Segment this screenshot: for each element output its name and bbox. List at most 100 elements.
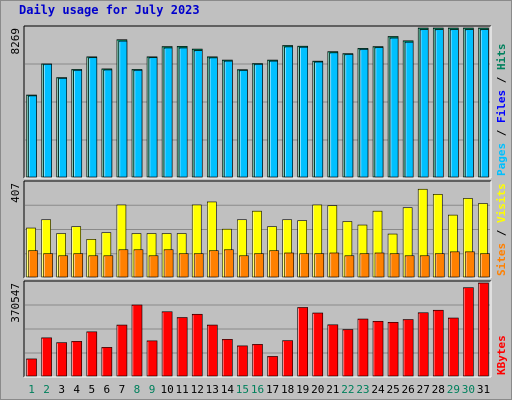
bar-sites — [465, 251, 475, 278]
bar-pages — [480, 29, 489, 178]
bar-pages — [43, 64, 52, 178]
x-tick-label: 26 — [402, 383, 415, 396]
bar-sites — [480, 253, 490, 278]
bar-pages — [28, 95, 37, 178]
bar-kbytes — [312, 312, 324, 377]
bar-pages — [269, 60, 278, 178]
bar-sites — [43, 253, 53, 278]
x-tick-label: 23 — [356, 383, 369, 396]
bar-pages — [329, 52, 339, 178]
x-tick-label: 15 — [236, 383, 249, 396]
bar-sites — [133, 249, 144, 278]
bar-sites — [209, 250, 219, 278]
bar-kbytes — [372, 320, 384, 377]
bar-sites — [269, 250, 279, 278]
bar-kbytes — [86, 331, 98, 377]
bar-kbytes — [432, 309, 444, 377]
bar-sites — [28, 250, 38, 278]
y-max-label: 407 — [9, 183, 22, 203]
bar-pages — [193, 50, 203, 178]
bar-kbytes — [56, 342, 67, 377]
legend-part: Files — [495, 90, 508, 123]
bar-sites — [374, 252, 385, 278]
x-tick-label: 20 — [311, 383, 324, 396]
series-legend-label: KBytes — [495, 335, 508, 375]
bar-pages — [209, 57, 218, 178]
bar-pages — [58, 78, 67, 178]
bar-kbytes — [237, 345, 248, 377]
x-tick-label: 25 — [386, 383, 399, 396]
bar-sites — [359, 253, 370, 278]
bar-pages — [314, 61, 324, 178]
bar-pages — [434, 29, 444, 178]
bar-sites — [284, 252, 294, 278]
bar-sites — [314, 253, 325, 278]
bar-kbytes — [146, 340, 158, 377]
graph-title: Daily usage for July 2023 — [19, 3, 200, 17]
bar-sites — [344, 255, 355, 278]
bar-pages — [374, 47, 384, 178]
bar-kbytes — [342, 329, 354, 377]
bar-sites — [329, 252, 340, 278]
x-tick-label: 31 — [477, 383, 490, 396]
x-tick-label: 13 — [206, 383, 219, 396]
bar-kbytes — [101, 347, 113, 377]
bar-pages — [103, 69, 113, 178]
bar-kbytes — [161, 311, 173, 377]
x-tick-label: 1 — [28, 383, 35, 396]
x-tick-label: 29 — [447, 383, 460, 396]
bar-sites — [254, 253, 264, 278]
bar-pages — [344, 54, 354, 178]
legend-part: Visits — [495, 183, 508, 223]
bar-kbytes — [297, 307, 308, 377]
bar-pages — [224, 60, 233, 178]
x-tick-label: 17 — [266, 383, 279, 396]
x-tick-label: 14 — [221, 383, 235, 396]
bar-sites — [419, 255, 430, 278]
x-tick-label: 27 — [417, 383, 430, 396]
bar-sites — [118, 249, 129, 278]
bar-pages — [73, 70, 83, 178]
bar-sites — [88, 255, 99, 278]
bar-kbytes — [448, 317, 459, 377]
bar-sites — [103, 255, 114, 278]
legend-part: / — [495, 223, 508, 243]
x-tick-label: 3 — [58, 383, 65, 396]
bar-kbytes — [282, 340, 293, 377]
bar-pages — [163, 47, 173, 178]
bar-kbytes — [71, 341, 83, 377]
bar-sites — [299, 253, 309, 278]
bar-kbytes — [207, 324, 218, 377]
x-tick-label: 10 — [160, 383, 173, 396]
bar-pages — [133, 70, 143, 178]
x-tick-label: 21 — [326, 383, 339, 396]
bar-pages — [465, 29, 474, 178]
x-tick-label: 6 — [104, 383, 111, 396]
bar-kbytes — [463, 287, 474, 377]
bar-kbytes — [327, 324, 339, 377]
legend-part: / — [495, 123, 508, 143]
bar-pages — [404, 41, 414, 178]
bar-pages — [88, 57, 98, 178]
x-tick-label: 19 — [296, 383, 309, 396]
x-tick-label: 24 — [371, 383, 385, 396]
bar-pages — [389, 37, 399, 178]
legend-part: KBytes — [495, 335, 508, 375]
x-tick-label: 22 — [341, 383, 354, 396]
x-tick-label: 16 — [251, 383, 264, 396]
bar-pages — [118, 40, 128, 178]
bar-sites — [389, 253, 400, 278]
bar-pages — [254, 64, 263, 178]
x-tick-label: 28 — [432, 383, 445, 396]
legend-part: Pages — [495, 143, 508, 176]
bar-kbytes — [417, 312, 429, 377]
bar-sites — [434, 253, 445, 278]
bar-pages — [239, 70, 248, 178]
bar-sites — [163, 249, 174, 278]
y-max-label: 370547 — [9, 283, 22, 323]
bar-pages — [284, 46, 293, 178]
bar-kbytes — [387, 321, 399, 377]
bar-kbytes — [357, 318, 369, 377]
